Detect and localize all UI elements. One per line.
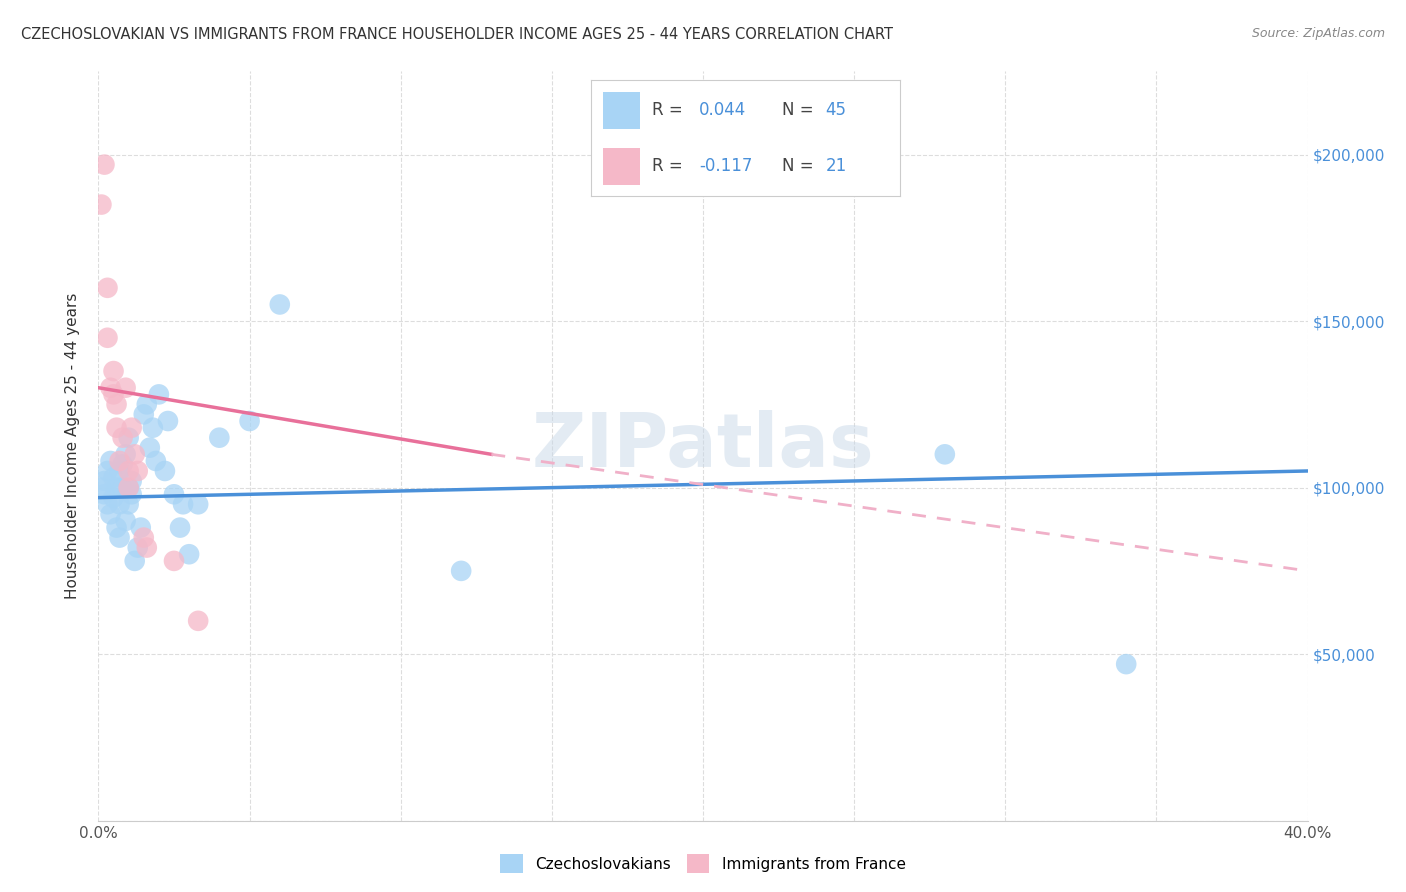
Point [108, 497, 131, 511]
Point [105, 520, 128, 534]
Point [135, 397, 157, 411]
Point [169, 520, 191, 534]
Point [135, 541, 157, 555]
Point [100, 454, 122, 468]
Point [129, 520, 152, 534]
Point [105, 397, 128, 411]
Point [96, 464, 118, 478]
Point [187, 614, 209, 628]
Point [121, 474, 143, 488]
Point [114, 514, 136, 528]
Text: R =: R = [652, 102, 689, 120]
Point [1115, 657, 1137, 672]
Point [108, 454, 131, 468]
Point [100, 508, 122, 522]
Text: ZIPatlas: ZIPatlas [531, 409, 875, 483]
Point [93, 158, 115, 172]
Point [145, 454, 167, 468]
Point [148, 387, 170, 401]
Point [132, 408, 155, 422]
Point [100, 381, 122, 395]
Point [103, 470, 125, 484]
Point [111, 481, 134, 495]
FancyBboxPatch shape [603, 147, 640, 185]
Point [105, 481, 128, 495]
Point [118, 497, 141, 511]
Point [163, 554, 186, 568]
Text: 0.044: 0.044 [699, 102, 747, 120]
Point [118, 481, 141, 495]
Point [156, 414, 179, 428]
Point [269, 297, 291, 311]
Point [118, 431, 141, 445]
Point [450, 564, 472, 578]
Point [124, 554, 146, 568]
Point [163, 487, 186, 501]
Point [103, 491, 125, 505]
Text: CZECHOSLOVAKIAN VS IMMIGRANTS FROM FRANCE HOUSEHOLDER INCOME AGES 25 - 44 YEARS : CZECHOSLOVAKIAN VS IMMIGRANTS FROM FRANC… [21, 27, 893, 42]
Point [172, 497, 194, 511]
Point [103, 387, 125, 401]
Point [239, 414, 262, 428]
Point [127, 464, 149, 478]
Point [90, 481, 112, 495]
Point [118, 464, 141, 478]
Point [142, 420, 165, 434]
Legend: Czechoslovakians, Immigrants from France: Czechoslovakians, Immigrants from France [492, 847, 914, 880]
Point [124, 447, 146, 461]
Point [111, 458, 134, 472]
Text: N =: N = [782, 157, 820, 175]
Point [93, 487, 115, 501]
Point [111, 431, 134, 445]
Y-axis label: Householder Income Ages 25 - 44 years: Householder Income Ages 25 - 44 years [65, 293, 80, 599]
Point [934, 447, 956, 461]
Text: 45: 45 [825, 102, 846, 120]
Point [153, 464, 176, 478]
Point [179, 547, 201, 561]
Point [118, 481, 141, 495]
Point [127, 541, 149, 555]
Text: R =: R = [652, 157, 689, 175]
Point [121, 487, 143, 501]
Point [114, 381, 136, 395]
Point [96, 281, 118, 295]
Text: 21: 21 [825, 157, 846, 175]
Text: Source: ZipAtlas.com: Source: ZipAtlas.com [1251, 27, 1385, 40]
Point [90, 197, 112, 211]
FancyBboxPatch shape [603, 92, 640, 129]
Point [139, 441, 162, 455]
Point [96, 497, 118, 511]
Point [121, 420, 143, 434]
Point [103, 364, 125, 378]
Text: -0.117: -0.117 [699, 157, 752, 175]
Point [208, 431, 231, 445]
Text: N =: N = [782, 102, 820, 120]
Point [93, 474, 115, 488]
Point [187, 497, 209, 511]
Point [96, 331, 118, 345]
Point [108, 531, 131, 545]
Point [105, 420, 128, 434]
Point [108, 464, 131, 478]
Point [132, 531, 155, 545]
Point [114, 447, 136, 461]
